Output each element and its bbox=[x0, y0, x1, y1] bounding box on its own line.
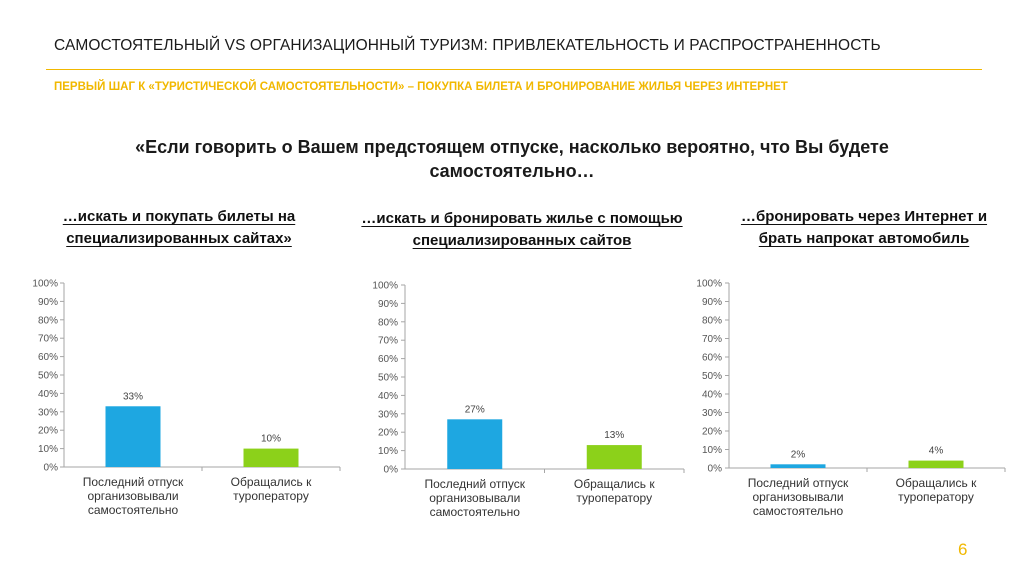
y-tick-label: 60% bbox=[38, 352, 58, 363]
data-label: 33% bbox=[123, 391, 143, 402]
y-tick-label: 70% bbox=[702, 334, 722, 345]
chart-1-title-line-2: специализированных сайтах» bbox=[66, 230, 292, 247]
x-category-label: туроператору bbox=[576, 491, 652, 505]
x-category-label: организовывали bbox=[429, 491, 520, 505]
y-tick-label: 50% bbox=[378, 373, 398, 384]
y-tick-label: 0% bbox=[384, 465, 399, 476]
y-tick-label: 100% bbox=[696, 279, 722, 290]
y-tick-label: 90% bbox=[38, 297, 58, 308]
y-tick-label: 40% bbox=[38, 389, 58, 400]
x-category-label: организовывали bbox=[87, 489, 178, 503]
y-tick-label: 20% bbox=[38, 426, 58, 437]
chart-3-title-line-2: брать напрокат автомобиль bbox=[758, 230, 970, 247]
slide-subtitle: ПЕРВЫЙ ШАГ К «ТУРИСТИЧЕСКОЙ САМОСТОЯТЕЛЬ… bbox=[54, 81, 788, 93]
x-category-label: туроператору bbox=[898, 490, 974, 504]
y-tick-label: 30% bbox=[378, 409, 398, 420]
chart-3-title: …бронировать через Интернет и брать напр… bbox=[714, 206, 1014, 250]
data-label: 13% bbox=[604, 430, 624, 441]
y-tick-label: 10% bbox=[702, 445, 722, 456]
chart-1-title-line-1: …искать и покупать билеты на bbox=[62, 208, 296, 225]
question-line-1: «Если говорить о Вашем предстоящем отпус… bbox=[135, 137, 889, 157]
bar bbox=[770, 464, 826, 468]
y-tick-label: 20% bbox=[378, 428, 398, 439]
x-category-label: самостоятельно bbox=[430, 505, 521, 519]
y-tick-label: 70% bbox=[378, 336, 398, 347]
y-tick-label: 60% bbox=[378, 354, 398, 365]
x-category-label: Обращались к bbox=[231, 475, 312, 489]
y-tick-label: 0% bbox=[708, 464, 723, 475]
bar bbox=[447, 419, 503, 469]
y-tick-label: 30% bbox=[702, 408, 722, 419]
y-tick-label: 70% bbox=[38, 334, 58, 345]
data-label: 27% bbox=[465, 404, 485, 415]
page-number: 6 bbox=[958, 540, 968, 559]
y-tick-label: 40% bbox=[378, 391, 398, 402]
x-category-label: Последний отпуск bbox=[424, 477, 525, 491]
y-tick-label: 90% bbox=[702, 297, 722, 308]
bar bbox=[243, 448, 299, 467]
data-label: 10% bbox=[261, 434, 281, 445]
x-category-label: самостоятельно bbox=[753, 504, 844, 518]
x-category-label: Последний отпуск bbox=[83, 475, 184, 489]
y-tick-label: 100% bbox=[372, 281, 398, 292]
y-tick-label: 20% bbox=[702, 427, 722, 438]
survey-question: «Если говорить о Вашем предстоящем отпус… bbox=[80, 135, 944, 183]
x-category-label: Последний отпуск bbox=[748, 476, 849, 490]
y-tick-label: 40% bbox=[702, 390, 722, 401]
x-category-label: туроператору bbox=[233, 489, 309, 503]
x-category-label: организовывали bbox=[752, 490, 843, 504]
bar bbox=[908, 460, 964, 468]
chart-2-title-line-2: специализированных сайтов bbox=[412, 232, 632, 249]
data-label: 2% bbox=[791, 449, 806, 460]
slide-title: САМОСТОЯТЕЛЬНЫЙ VS ОРГАНИЗАЦИОННЫЙ ТУРИЗ… bbox=[54, 37, 881, 54]
chart-1-title: …искать и покупать билеты на специализир… bbox=[34, 206, 324, 250]
y-tick-label: 0% bbox=[44, 463, 59, 474]
x-category-label: самостоятельно bbox=[88, 503, 179, 517]
y-tick-label: 90% bbox=[378, 299, 398, 310]
title-divider bbox=[46, 69, 982, 70]
data-label: 4% bbox=[929, 446, 944, 457]
y-tick-label: 80% bbox=[378, 317, 398, 328]
y-tick-label: 50% bbox=[702, 371, 722, 382]
question-line-2: самостоятельно… bbox=[429, 161, 595, 181]
bar bbox=[586, 445, 642, 469]
chart-3-title-line-1: …бронировать через Интернет и bbox=[740, 208, 988, 225]
chart-2-title: …искать и бронировать жилье с помощью сп… bbox=[334, 208, 710, 252]
bar bbox=[105, 406, 161, 467]
y-tick-label: 80% bbox=[38, 315, 58, 326]
x-category-label: Обращались к bbox=[574, 477, 655, 491]
x-category-label: Обращались к bbox=[896, 476, 977, 490]
chart-2-title-line-1: …искать и бронировать жилье с помощью bbox=[361, 210, 683, 227]
y-tick-label: 30% bbox=[38, 407, 58, 418]
y-tick-label: 10% bbox=[378, 446, 398, 457]
y-tick-label: 50% bbox=[38, 371, 58, 382]
y-tick-label: 10% bbox=[38, 444, 58, 455]
y-tick-label: 60% bbox=[702, 353, 722, 364]
y-tick-label: 80% bbox=[702, 316, 722, 327]
y-tick-label: 100% bbox=[32, 279, 58, 290]
